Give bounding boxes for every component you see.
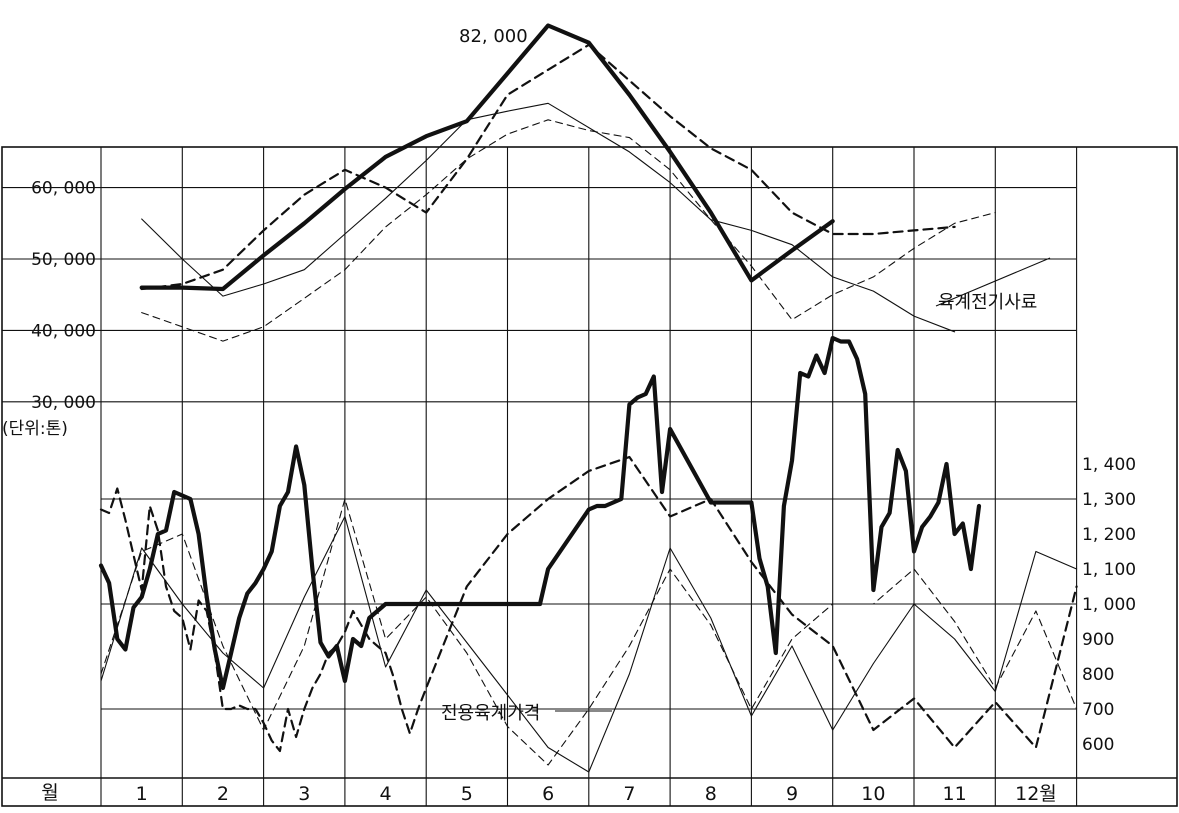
right-axis-tick-label: 600 bbox=[1082, 735, 1114, 755]
x-axis-tick-label: 1 bbox=[136, 783, 148, 805]
upper-series-annotation: 육계전기사료 bbox=[938, 292, 1037, 313]
label-layer: (단위:톤) 월 82, 000 육계전기사료 전용육계가격 60, 000 50… bbox=[2, 26, 1136, 805]
x-axis-tick-label: 7 bbox=[623, 783, 635, 805]
upper-series-line-thick-solid bbox=[139, 23, 835, 292]
lower-series-annotation: 전용육계가격 bbox=[441, 703, 540, 724]
left-axis-tick-label: 30, 000 bbox=[31, 393, 96, 413]
right-axis-tick-label: 800 bbox=[1082, 665, 1114, 685]
right-axis-tick-label: 900 bbox=[1082, 630, 1114, 650]
x-axis-tick-label: 4 bbox=[380, 783, 392, 805]
x-axis-tick-label: 6 bbox=[542, 783, 554, 805]
corner-label: 월 bbox=[41, 782, 58, 804]
peak-annotation: 82, 000 bbox=[459, 26, 528, 47]
left-axis-unit-label: (단위:톤) bbox=[2, 419, 68, 439]
grid bbox=[1, 146, 1178, 807]
x-axis-tick-label: 2 bbox=[217, 783, 229, 805]
right-axis-tick-label: 1, 000 bbox=[1082, 595, 1136, 615]
upper-series-line-dashed bbox=[140, 43, 956, 291]
x-axis-tick-label: 9 bbox=[786, 783, 798, 805]
x-axis-tick-label: 11 bbox=[943, 783, 967, 805]
x-axis-tick-label: 8 bbox=[705, 783, 717, 805]
x-axis-tick-label: 3 bbox=[298, 783, 310, 805]
lower-series-line-thin-dashed bbox=[100, 498, 1078, 766]
right-axis-tick-label: 1, 300 bbox=[1082, 490, 1136, 510]
chart-frame bbox=[1, 146, 1178, 807]
left-axis-tick-label: 40, 000 bbox=[31, 321, 96, 341]
right-axis-tick-label: 1, 200 bbox=[1082, 525, 1136, 545]
upper-series-group bbox=[139, 23, 996, 342]
left-axis-tick-label: 60, 000 bbox=[31, 179, 96, 199]
upper-series-line-thin-solid bbox=[141, 102, 956, 333]
upper-annotation-leader bbox=[935, 257, 1051, 307]
right-axis-tick-label: 1, 400 bbox=[1082, 455, 1136, 475]
left-axis-tick-label: 50, 000 bbox=[31, 250, 96, 270]
lower-series-group bbox=[98, 335, 1078, 773]
series-layer bbox=[98, 23, 1078, 773]
lower-series-line-thick-solid bbox=[98, 335, 982, 691]
lower-series-line-thin-solid bbox=[100, 515, 1078, 773]
right-axis-tick-label: 700 bbox=[1082, 700, 1114, 720]
x-axis-tick-label: 10 bbox=[861, 783, 885, 805]
right-axis-tick-label: 1, 100 bbox=[1082, 560, 1136, 580]
upper-series-line-thin-dashed bbox=[141, 119, 996, 342]
lower-series-line-dashed bbox=[99, 455, 1078, 753]
x-axis-tick-label: 12월 bbox=[1015, 783, 1057, 805]
x-axis-tick-label: 5 bbox=[461, 783, 473, 805]
